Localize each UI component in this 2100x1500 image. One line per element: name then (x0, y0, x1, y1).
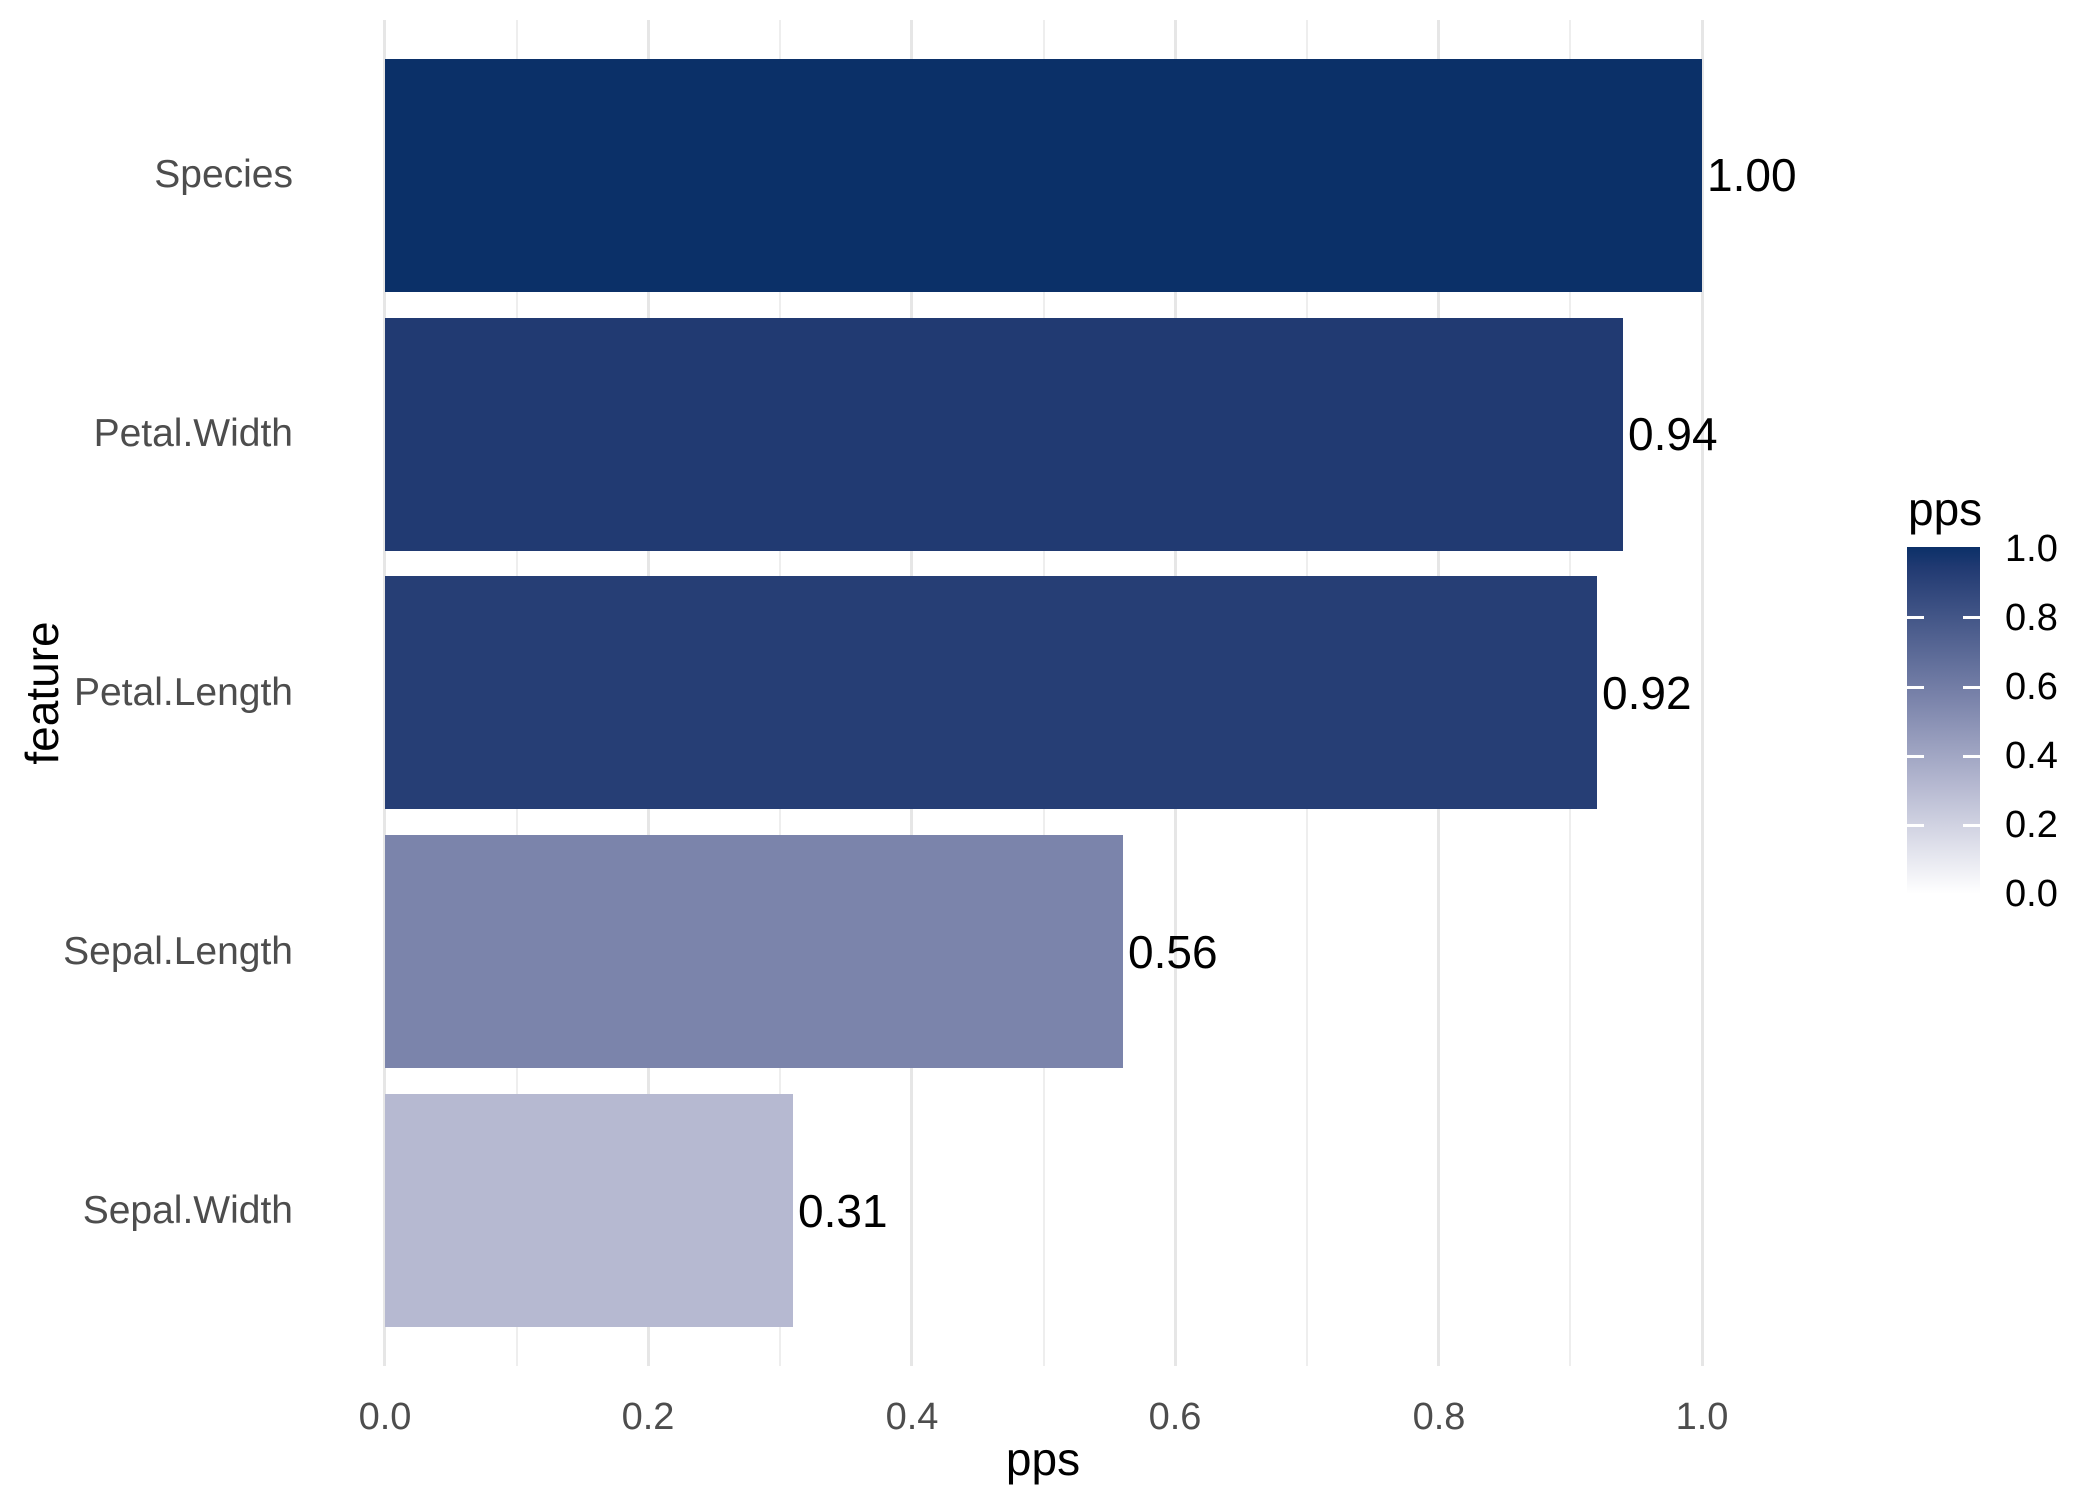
legend-tick-label: 0.4 (2005, 735, 2058, 777)
x-axis-tick-label: 0.4 (885, 1396, 939, 1438)
plot-panel (319, 20, 1768, 1366)
bar-value-label: 0.56 (1128, 926, 1218, 978)
legend-tick-mark (1963, 616, 1980, 619)
legend-tick-mark (1907, 824, 1924, 827)
x-axis-tick-label: 1.0 (1675, 1396, 1729, 1438)
legend-colorbar (1907, 547, 1980, 894)
grid-major-line (1700, 20, 1704, 1366)
bar (384, 1094, 793, 1327)
legend-tick-label: 0.2 (2005, 804, 2058, 846)
legend-tick-mark (1963, 686, 1980, 689)
y-axis-tick-label: Sepal.Length (63, 930, 293, 973)
x-axis-tick-label: 0.2 (621, 1396, 675, 1438)
bar-value-label: 1.00 (1707, 149, 1797, 201)
bar (384, 835, 1123, 1068)
legend-tick-label: 1.0 (2005, 528, 2058, 570)
bar (384, 59, 1702, 292)
legend-tick-mark (1963, 755, 1980, 758)
x-axis-tick-label: 0.0 (358, 1396, 412, 1438)
legend-tick-label: 0.0 (2005, 873, 2058, 915)
y-axis-tick-label: Petal.Width (93, 412, 293, 455)
bar (384, 318, 1623, 551)
y-axis-tick-label: Species (154, 153, 293, 196)
x-axis-tick-label: 0.6 (1148, 1396, 1202, 1438)
bar (384, 576, 1597, 809)
legend-tick-mark (1907, 616, 1924, 619)
legend-tick-mark (1907, 686, 1924, 689)
bar-value-label: 0.94 (1628, 408, 1718, 460)
x-axis-title: pps (1005, 1433, 1081, 1485)
bar-value-label: 0.92 (1602, 667, 1692, 719)
legend-tick-label: 0.8 (2005, 597, 2058, 639)
legend-title: pps (1908, 483, 1983, 535)
y-axis-tick-label: Sepal.Width (82, 1189, 293, 1232)
legend-tick-mark (1907, 755, 1924, 758)
y-axis-tick-label: Petal.Length (73, 671, 293, 714)
legend-tick-mark (1963, 824, 1980, 827)
bar-value-label: 0.31 (798, 1185, 888, 1237)
legend-tick-label: 0.6 (2005, 666, 2058, 708)
x-axis-tick-label: 0.8 (1412, 1396, 1466, 1438)
